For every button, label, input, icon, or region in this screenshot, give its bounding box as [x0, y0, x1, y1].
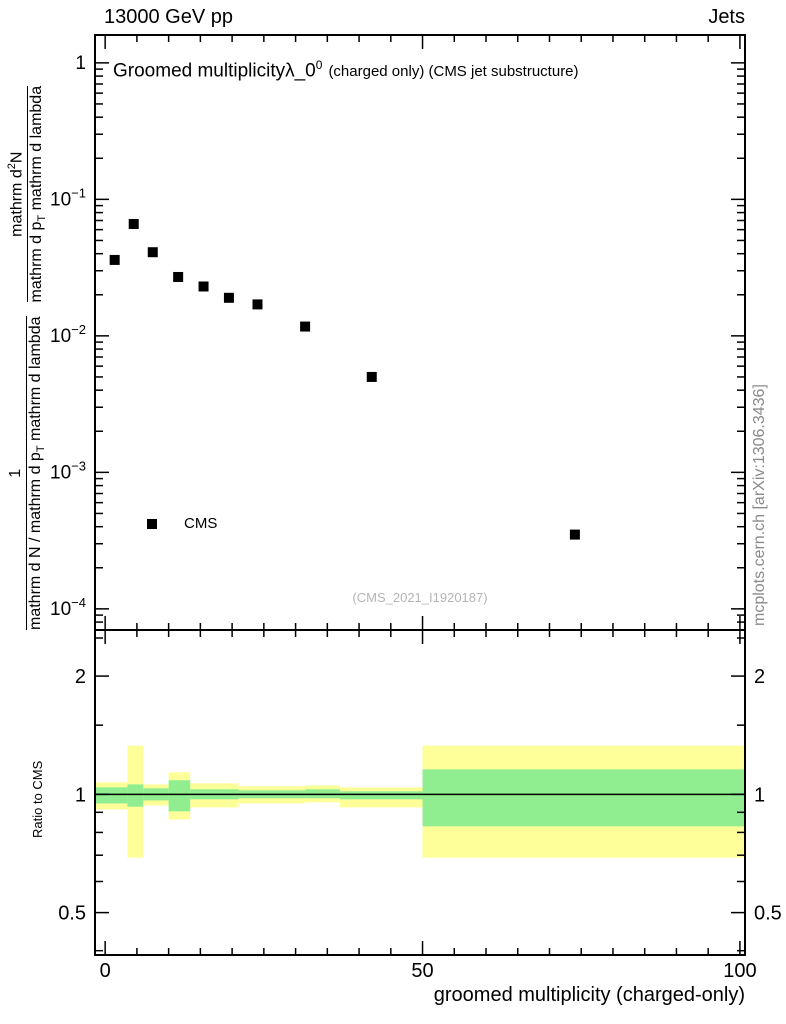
svg-text:0.5: 0.5	[58, 903, 86, 925]
beam-energy-label: 13000 GeV pp	[104, 6, 233, 28]
x-tick-labels: 0 50 100	[100, 960, 757, 982]
data-point	[198, 281, 209, 292]
svg-text:0: 0	[100, 960, 111, 982]
analysis-group-label: Jets	[708, 6, 745, 28]
ylabel-normalization-fraction: 1 mathrm d N / mathrm d pT mathrm d lamb…	[7, 316, 48, 631]
svg-text:2: 2	[754, 666, 765, 688]
plot-title-main: Groomed multiplicity	[113, 60, 286, 82]
data-point	[300, 321, 311, 332]
main-y-tick-labels: 1 10−1 10−2 10−3 10−4	[50, 53, 86, 620]
data-point	[223, 292, 234, 303]
svg-text:1: 1	[75, 53, 86, 74]
x-axis-title: groomed multiplicity (charged-only)	[433, 984, 745, 1006]
data-point	[252, 299, 263, 310]
svg-text:50: 50	[411, 960, 433, 982]
main-y-axis-title: 1 mathrm d N / mathrm d pT mathrm d lamb…	[6, 85, 49, 631]
data-point	[366, 371, 377, 382]
svg-text:10−2: 10−2	[50, 322, 86, 347]
mcplots-credit-text: mcplots.cern.ch [arXiv:1306.3436]	[751, 384, 768, 626]
axes-and-ticks	[94, 34, 746, 956]
svg-text:2: 2	[75, 666, 86, 688]
svg-text:1: 1	[754, 784, 765, 806]
plot-title-exponent: 0	[315, 58, 323, 72]
ylabel-normalization-numerator: 1	[7, 468, 25, 478]
svg-text:10−4: 10−4	[50, 595, 86, 620]
data-point	[173, 271, 184, 282]
plot-title: Groomed multiplicityλ_00 (charged only) (…	[113, 58, 579, 82]
data-point	[147, 247, 158, 258]
svg-text:10−1: 10−1	[50, 185, 86, 210]
data-point	[569, 529, 580, 540]
cms-data-points	[109, 218, 580, 540]
analysis-id-watermark: (CMS_2021_I1920187)	[352, 590, 488, 605]
ratio-y-axis-title: Ratio to CMS	[30, 760, 45, 838]
svg-text:100: 100	[723, 960, 756, 982]
svg-text:1: 1	[75, 784, 86, 806]
plot-title-lambda: λ_0	[285, 60, 316, 82]
cms-legend-marker-icon	[147, 519, 157, 529]
ylabel-main-denominator: mathrm d pT mathrm d lambda	[28, 85, 49, 303]
ratio-y-tick-labels: 2 2 1 1 0.5 0.5	[58, 666, 782, 925]
svg-text:0.5: 0.5	[754, 903, 782, 925]
plot-title-suffix: (charged only) (CMS jet substructure)	[328, 63, 579, 81]
legend-label: CMS	[184, 515, 218, 532]
data-point	[109, 254, 120, 265]
data-point	[128, 218, 139, 229]
ylabel-normalization-denominator: mathrm d N / mathrm d pT mathrm d lambda	[27, 316, 48, 631]
ylabel-main-fraction: mathrm d2N mathrm d pT mathrm d lambda	[6, 85, 49, 303]
ylabel-main-numerator: mathrm d2N	[6, 151, 26, 237]
ratio-inner-uncertainty-bands	[95, 769, 745, 827]
svg-text:10−3: 10−3	[50, 458, 86, 483]
